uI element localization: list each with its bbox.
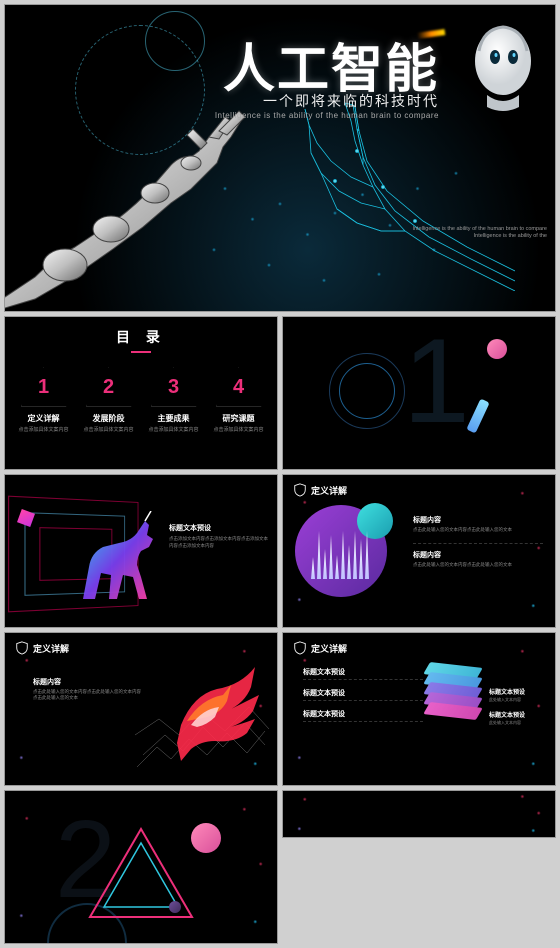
slide-definition-layers: 定义详解 标题文本预设 标题文本预设 标题文本预设 标题文本预设 此处输入文本内… (282, 632, 556, 786)
robot-head-illustration (465, 21, 541, 111)
unicorn-illustration (67, 511, 177, 611)
purple-sphere-icon (169, 901, 181, 913)
pink-sphere-icon (191, 823, 221, 853)
slide-cropped (282, 790, 556, 838)
contents-item: 2 发展阶段 点击添加具体文案内容 (79, 367, 139, 433)
cyan-bar-icon (466, 398, 489, 433)
bar-chart (311, 531, 369, 579)
slide-definition-bars: 定义详解 标题内容 点击此处输入您的文本内容点击此处输入您的文本 标题内容 点击… (282, 474, 556, 628)
slide-definition-horse: 标题文本预设 点击添加文本内容点击添加文本内容点击添加文本内容点击添加文本内容 (4, 474, 278, 628)
text-block: 标题文本预设 点击添加文本内容点击添加文本内容点击添加文本内容点击添加文本内容 (169, 523, 269, 550)
slide-definition-phoenix: 定义详解 标题内容 点击此处输入您的文本内容点击此处输入您的文本内容点击此处输入… (4, 632, 278, 786)
big-number: 1 (403, 321, 470, 441)
slide-contents: 目 录 1 定义详解 点击添加具体文案内容 2 发展阶段 点击添加具体文案内容 … (4, 316, 278, 470)
hud-circle-small (145, 11, 205, 71)
right-list: 标题文本预设 此处输入文本内容 标题文本预设 此处输入文本内容 (489, 687, 547, 725)
contents-item: 3 主要成果 点击添加具体文案内容 (144, 367, 204, 433)
phoenix-illustration (131, 655, 271, 775)
contents-heading: 目 录 (5, 327, 277, 347)
slide-section-divider-2: 2 (4, 790, 278, 944)
dots-bg (283, 791, 555, 837)
left-list: 标题文本预设 标题文本预设 标题文本预设 (303, 667, 423, 730)
subtitle-zh: 一个即将来临的科技时代 (263, 91, 439, 111)
slide-section-divider-1: 1 (282, 316, 556, 470)
subtitle-en: Intelligence is the ability of the human… (215, 111, 439, 120)
layer-stack-illustration (425, 667, 481, 717)
ring-inner (339, 363, 395, 419)
small-caption: Intelligence is the ability of the human… (412, 226, 547, 241)
text-column: 标题内容 点击此处输入您的文本内容点击此处输入您的文本 标题内容 点击此处输入您… (413, 515, 543, 579)
text-block: 标题内容 点击此处输入您的文本内容点击此处输入您的文本内容点击此处输入您的文本 (33, 677, 143, 702)
contents-list: 1 定义详解 点击添加具体文案内容 2 发展阶段 点击添加具体文案内容 3 主要… (5, 367, 277, 433)
pink-sphere-icon (487, 339, 507, 359)
heading-underline (131, 351, 151, 353)
contents-item: 1 定义详解 点击添加具体文案内容 (14, 367, 74, 433)
block-body: 点击添加文本内容点击添加文本内容点击添加文本内容点击添加文本内容 (169, 536, 269, 550)
block-title: 标题文本预设 (169, 523, 269, 533)
slide-cover: 人工智能 一个即将来临的科技时代 Intelligence is the abi… (4, 4, 556, 312)
contents-item: 4 研究课题 点击添加具体文案内容 (209, 367, 269, 433)
